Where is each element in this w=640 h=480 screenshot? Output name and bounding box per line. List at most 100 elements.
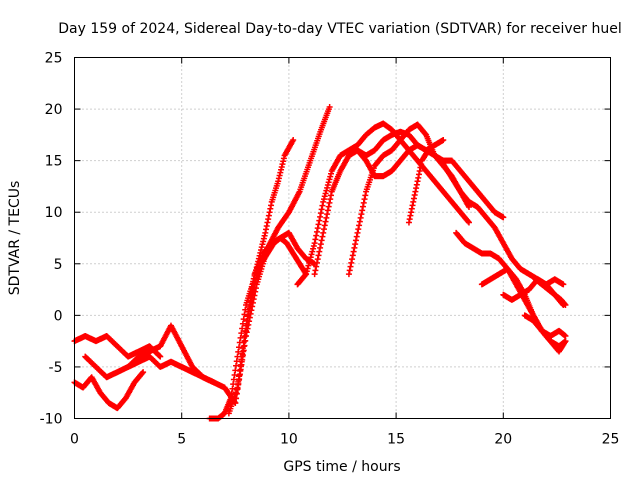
data-point [236,344,243,351]
data-point [323,214,330,221]
chart-title: Day 159 of 2024, Sidereal Day-to-day VTE… [58,21,621,37]
data-point [320,229,327,236]
plot-frame [74,57,611,419]
series-arc-2 [71,369,147,412]
data-point [312,236,319,243]
data-point [321,193,328,200]
series-arc-9 [294,120,472,288]
data-point [359,207,366,214]
data-point [324,182,331,189]
data-point [314,256,321,263]
data-point [317,210,324,217]
data-point [237,334,244,341]
data-point [323,187,330,194]
data-point [316,248,323,255]
y-tick-label: 0 [54,308,63,324]
data-point [305,262,312,269]
data-point [358,211,365,218]
data-point [361,196,368,203]
data-point [350,248,357,255]
data-point [140,369,147,376]
data-point [240,343,247,350]
y-axis-title: SDTVAR / TECUs [7,181,23,296]
data-point [313,263,320,270]
data-point [318,237,325,244]
data-point [239,325,246,332]
data-point [320,198,327,205]
data-point [321,222,328,229]
data-point [562,332,569,339]
data-point [319,233,326,240]
data-point [352,241,359,248]
data-point [310,245,317,252]
data-point [352,237,359,244]
data-point [354,229,361,236]
data-point [348,259,355,266]
data-point [311,271,318,278]
data-point [303,268,310,275]
data-point [324,211,331,218]
data-point [345,271,352,278]
data-point [317,241,324,248]
data-point [239,353,246,360]
data-point [351,244,358,251]
x-tick-label: 10 [280,432,298,448]
data-point [349,252,356,259]
data-point [562,338,569,345]
data-point [313,228,320,235]
data-point [317,213,324,220]
data-point [306,257,313,264]
data-point [239,320,246,327]
x-tick-label: 0 [70,432,79,448]
data-point [317,244,324,251]
data-point [362,192,369,199]
data-point [315,221,322,228]
y-tick-label: 5 [54,257,63,273]
data-point [326,104,333,111]
data-point [241,338,248,345]
data-point [465,219,472,226]
data-point [356,222,363,229]
data-point [304,265,311,272]
y-tick-label: 15 [45,154,63,170]
data-point [315,252,322,259]
data-point [157,353,164,360]
data-point [243,322,250,329]
data-point [307,254,314,261]
data-point [324,184,331,191]
data-point [242,332,249,339]
data-point [139,370,146,377]
x-tick-label: 15 [387,432,405,448]
series-arc-8 [232,235,310,407]
x-tick-label: 25 [602,432,620,448]
y-tick-label: -5 [49,360,63,376]
data-marks [71,104,569,422]
data-point [322,218,329,225]
data-point [327,173,334,180]
data-point [242,306,249,313]
series-arc-18 [532,276,569,309]
data-point [356,218,363,225]
data-point [347,263,354,270]
y-tick-label: 25 [45,51,63,67]
data-point [500,214,507,221]
tick-labels: 0 5 10 15 20 25 -10 -5 0 5 10 15 20 25 [40,51,620,448]
data-point [238,330,245,337]
y-tick-label: 20 [45,102,63,118]
data-point [359,203,366,210]
data-point [346,267,353,274]
data-point [238,358,245,365]
data-point [244,317,251,324]
data-point [322,190,329,197]
x-tick-label: 20 [494,432,512,448]
x-axis-title: GPS time / hours [283,459,400,475]
series-arc-17 [521,312,569,339]
x-tick-label: 5 [177,432,186,448]
data-point [241,311,248,318]
data-point [308,251,315,258]
data-point [465,218,472,225]
data-point [243,327,250,334]
data-point [319,202,326,209]
data-point [320,226,327,233]
